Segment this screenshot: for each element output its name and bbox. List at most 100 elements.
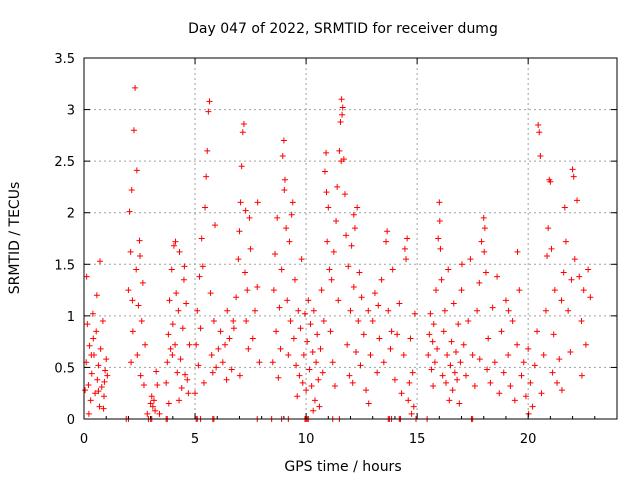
data-point [215, 345, 222, 352]
data-point [103, 356, 110, 363]
data-point [482, 269, 489, 276]
data-point [273, 328, 280, 335]
data-point [254, 283, 261, 290]
y-tick-label: 0.5 [54, 361, 75, 376]
data-point [150, 397, 157, 404]
chart-title: Day 047 of 2022, SRMTID for receiver dum… [188, 21, 498, 37]
data-point [144, 410, 151, 417]
data-point [431, 359, 438, 366]
data-point [194, 307, 201, 314]
data-point [467, 256, 474, 263]
data-point [550, 331, 557, 338]
data-point [560, 269, 567, 276]
data-point [507, 382, 514, 389]
data-point [350, 211, 357, 218]
data-point [314, 331, 321, 338]
data-point [460, 341, 467, 348]
data-point [147, 400, 154, 407]
data-point [236, 228, 243, 235]
data-point [355, 318, 362, 325]
data-point [319, 369, 326, 376]
data-point [407, 335, 414, 342]
data-point [440, 328, 447, 335]
data-markers [82, 84, 594, 422]
data-point [276, 304, 283, 311]
data-point [551, 287, 558, 294]
data-point [445, 266, 452, 273]
data-point [565, 307, 572, 314]
data-point [384, 228, 391, 235]
data-point [476, 356, 483, 363]
data-point [570, 173, 577, 180]
data-point [217, 328, 224, 335]
data-point [561, 204, 568, 211]
data-point [308, 382, 315, 389]
data-point [204, 147, 211, 154]
data-point [209, 369, 216, 376]
data-point [411, 310, 418, 317]
data-point [298, 256, 305, 263]
data-point [574, 197, 581, 204]
data-point [238, 163, 245, 170]
data-point [182, 371, 189, 378]
data-point [536, 129, 543, 136]
data-point [436, 217, 443, 224]
data-point [196, 273, 203, 280]
data-point [509, 318, 516, 325]
data-point [152, 407, 159, 414]
y-tick-label: 0 [67, 413, 75, 428]
data-point [127, 248, 134, 255]
data-point [333, 217, 340, 224]
data-point [310, 407, 317, 414]
data-point [299, 379, 306, 386]
data-point [365, 400, 372, 407]
data-point [180, 276, 187, 283]
data-point [365, 307, 372, 314]
data-point [436, 199, 443, 206]
data-point [451, 369, 458, 376]
data-point [228, 366, 235, 373]
data-point [98, 384, 105, 391]
data-point [350, 283, 357, 290]
data-point [580, 287, 587, 294]
data-point [279, 152, 286, 159]
data-point [88, 370, 95, 377]
data-point [383, 238, 390, 245]
data-point [176, 397, 183, 404]
data-point [571, 256, 578, 263]
data-point [286, 238, 293, 245]
data-point [310, 307, 317, 314]
data-point [452, 348, 459, 355]
data-point [375, 302, 382, 309]
data-point [226, 335, 233, 342]
data-point [130, 127, 137, 134]
data-point [133, 266, 140, 273]
x-tick-label: 5 [191, 432, 199, 447]
data-point [132, 84, 139, 91]
data-point [198, 235, 205, 242]
data-point [387, 345, 394, 352]
data-point [304, 338, 311, 345]
data-point [165, 400, 172, 407]
data-point [136, 253, 143, 260]
data-point [142, 341, 149, 348]
data-point [202, 204, 209, 211]
data-point [556, 356, 563, 363]
data-point [545, 225, 552, 232]
data-point [316, 403, 323, 410]
data-point [307, 321, 314, 328]
data-point [371, 290, 378, 297]
data-point [277, 345, 284, 352]
data-point [208, 352, 215, 359]
data-point [177, 356, 184, 363]
data-point [428, 366, 435, 373]
data-point [494, 273, 501, 280]
data-point [166, 297, 173, 304]
data-point [230, 325, 237, 332]
data-point [585, 266, 592, 273]
data-point [529, 403, 536, 410]
data-point [485, 335, 492, 342]
data-point [347, 307, 354, 314]
data-point [235, 256, 242, 263]
data-point [236, 372, 243, 379]
